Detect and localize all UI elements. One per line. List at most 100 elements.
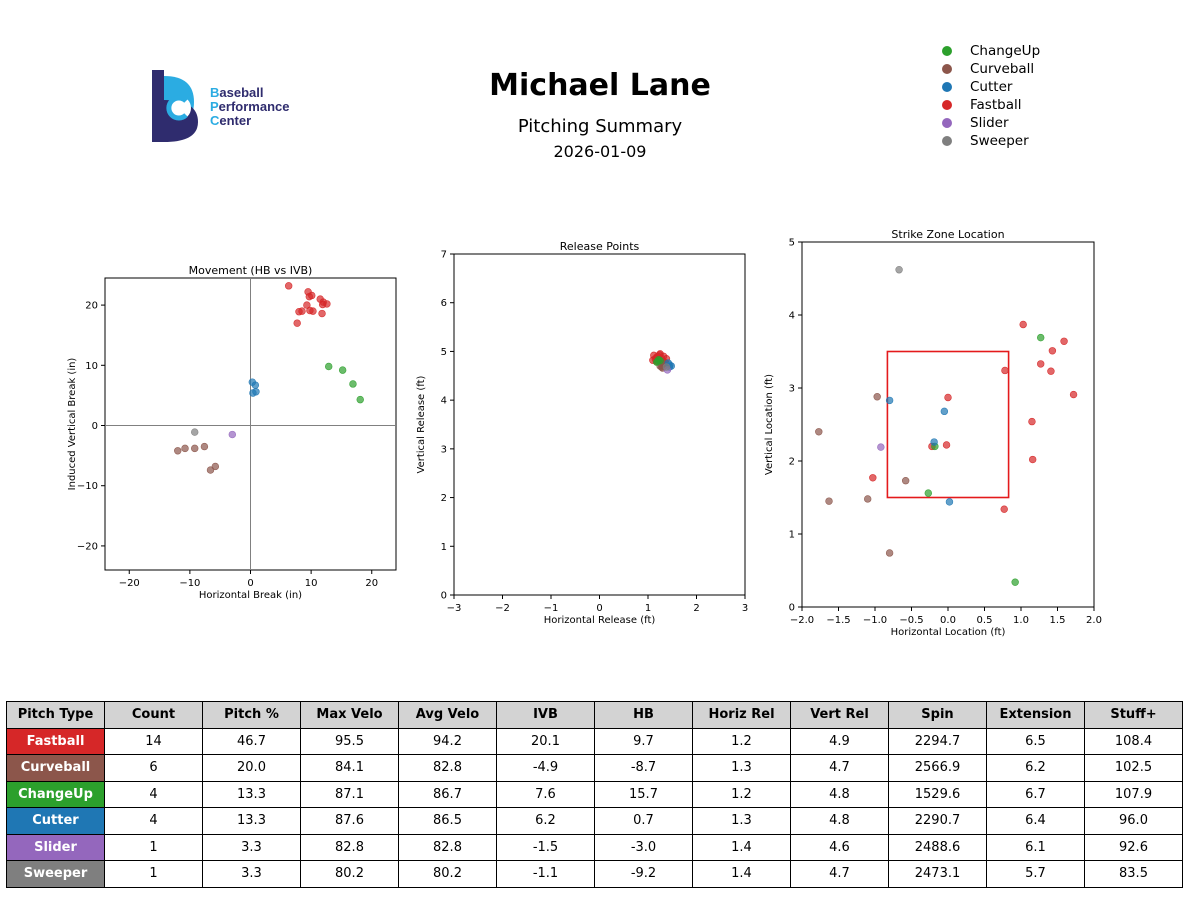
point-changeup xyxy=(325,362,333,371)
legend-label: Curveball xyxy=(970,61,1035,77)
release-axes-frame xyxy=(453,253,746,596)
pitch-type-cell: ChangeUp xyxy=(6,780,105,808)
table-cell: 6.2 xyxy=(496,807,595,835)
point-fastball xyxy=(1001,366,1009,375)
x-tick-label: −2 xyxy=(495,603,510,614)
x-tick-label: 2 xyxy=(693,603,699,614)
x-tick-label: −10 xyxy=(179,578,200,589)
table-cell: 14 xyxy=(104,727,203,755)
point-fastball xyxy=(1048,347,1057,355)
x-tick-label: −0.5 xyxy=(899,615,923,626)
x-tick-label: −3 xyxy=(447,603,462,614)
table-cell: 20.1 xyxy=(496,727,595,755)
table-cell: 2566.9 xyxy=(888,754,987,782)
y-tick-label: 4 xyxy=(789,311,795,322)
point-curveball xyxy=(901,477,910,485)
table-cell: 2488.6 xyxy=(888,833,987,861)
point-fastball xyxy=(658,357,667,365)
legend-marker xyxy=(942,46,952,56)
strike-zone-box xyxy=(886,350,1010,499)
legend-item-slider: Slider xyxy=(942,114,1040,132)
bpc-logo: Baseball Performance Center xyxy=(152,70,289,142)
y-tick-label: −20 xyxy=(77,541,98,552)
chart-legend: ChangeUp Curveball Cutter Fastball Slider Swe… xyxy=(942,42,1040,150)
point-curveball xyxy=(863,495,872,503)
table-cell: 6 xyxy=(104,754,203,782)
table-cell: 87.1 xyxy=(300,780,399,808)
y-tick-label: 2 xyxy=(441,493,447,504)
table-cell: 6.1 xyxy=(986,833,1085,861)
point-changeup xyxy=(924,489,932,497)
table-cell: -1.1 xyxy=(496,860,595,888)
table-cell: 7.6 xyxy=(496,780,595,808)
legend-label: Sweeper xyxy=(970,133,1029,149)
table-cell: 2473.1 xyxy=(888,860,987,888)
point-changeup xyxy=(1011,578,1019,586)
point-curveball xyxy=(206,466,215,474)
y-tick-label: 3 xyxy=(441,444,447,455)
y-tick-label: 3 xyxy=(789,384,795,395)
table-cell: 5.7 xyxy=(986,860,1085,888)
column-header: Horiz Rel xyxy=(692,701,791,729)
table-cell: 1.4 xyxy=(692,833,791,861)
point-fastball xyxy=(656,350,664,358)
table-cell: 15.7 xyxy=(594,780,693,808)
column-header: Avg Velo xyxy=(398,701,497,729)
point-fastball xyxy=(649,356,657,364)
x-tick-label: 1.5 xyxy=(1050,615,1066,626)
point-curveball xyxy=(191,444,199,453)
point-cutter xyxy=(252,388,260,396)
table-cell: 86.5 xyxy=(398,807,497,835)
table-cell: 13.3 xyxy=(202,807,301,835)
legend-item-fastball: Fastball xyxy=(942,96,1040,114)
table-cell: 82.8 xyxy=(398,833,497,861)
point-fastball xyxy=(1028,417,1036,426)
point-curveball xyxy=(661,361,669,369)
column-header: Max Velo xyxy=(300,701,399,729)
point-fastball xyxy=(319,298,327,306)
point-fastball xyxy=(662,355,671,363)
table-cell: 1.3 xyxy=(692,754,791,782)
movement-x-axis-label: Horizontal Break (in) xyxy=(199,590,302,601)
pitch-type-cell: Fastball xyxy=(6,727,105,755)
table-cell: 4.7 xyxy=(790,860,889,888)
point-sweeper xyxy=(191,428,199,436)
point-curveball xyxy=(657,363,666,371)
x-tick-label: 0.0 xyxy=(940,615,956,626)
legend-item-changeup: ChangeUp xyxy=(942,42,1040,60)
legend-item-cutter: Cutter xyxy=(942,78,1040,96)
point-fastball xyxy=(655,351,664,359)
y-tick-label: 7 xyxy=(441,250,447,261)
x-tick-label: 10 xyxy=(305,578,318,589)
x-tick-label: 1 xyxy=(645,603,651,614)
table-cell: 4.7 xyxy=(790,754,889,782)
point-fastball xyxy=(306,306,314,315)
point-fastball xyxy=(1069,390,1078,399)
point-fastball xyxy=(309,307,317,315)
column-header: IVB xyxy=(496,701,595,729)
point-fastball xyxy=(318,300,327,309)
x-tick-label: −20 xyxy=(119,578,140,589)
point-curveball xyxy=(658,364,667,372)
point-curveball xyxy=(659,359,668,368)
table-cell: 107.9 xyxy=(1084,780,1183,808)
point-curveball xyxy=(656,362,664,370)
table-cell: 83.5 xyxy=(1084,860,1183,888)
point-fastball xyxy=(661,358,669,366)
point-fastball xyxy=(1047,367,1055,375)
point-curveball xyxy=(200,442,209,451)
pitch-type-cell: Cutter xyxy=(6,807,105,835)
table-cell: 1 xyxy=(104,833,203,861)
point-fastball xyxy=(303,301,311,309)
table-cell: 92.6 xyxy=(1084,833,1183,861)
release-y-axis-label: Vertical Release (ft) xyxy=(416,375,427,473)
point-curveball xyxy=(181,444,189,453)
table-cell: -4.9 xyxy=(496,754,595,782)
table-cell: 2294.7 xyxy=(888,727,987,755)
table-cell: 102.5 xyxy=(1084,754,1183,782)
table-cell: 4.6 xyxy=(790,833,889,861)
legend-marker xyxy=(942,82,952,92)
legend-marker xyxy=(942,100,952,110)
point-cutter xyxy=(940,407,949,416)
point-slider xyxy=(877,443,885,451)
